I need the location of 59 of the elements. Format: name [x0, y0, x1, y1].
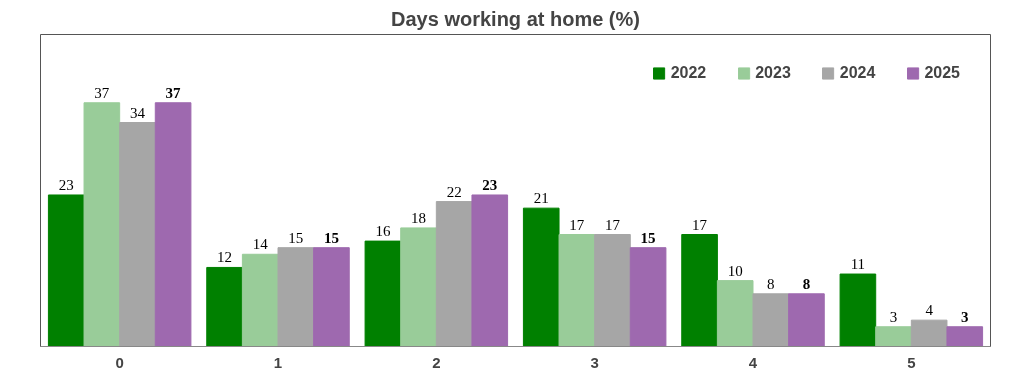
bar — [435, 201, 473, 347]
data-label: 3 — [889, 308, 898, 325]
data-label: 15 — [640, 229, 656, 246]
data-label: 17 — [692, 216, 708, 233]
data-label: 23 — [58, 176, 74, 193]
legend-label: 2023 — [755, 64, 791, 82]
data-label: 37 — [94, 84, 110, 101]
data-label: 8 — [802, 275, 811, 292]
chart-title: Days working at home (%) — [391, 7, 640, 30]
bar — [716, 280, 754, 347]
bar — [946, 326, 984, 347]
bar — [83, 102, 121, 347]
x-tick-label: 1 — [273, 353, 283, 371]
data-label: 10 — [727, 262, 743, 279]
bar — [364, 240, 402, 347]
data-label: 17 — [569, 216, 585, 233]
data-label: 15 — [288, 229, 304, 246]
data-label: 4 — [925, 302, 934, 319]
data-label: 12 — [217, 249, 233, 266]
bar — [788, 293, 825, 347]
data-label: 18 — [411, 209, 427, 226]
x-tick-label: 5 — [907, 353, 916, 371]
bar — [313, 247, 350, 347]
data-label: 22 — [446, 183, 462, 200]
data-label: 8 — [767, 275, 775, 292]
x-tick-label: 0 — [115, 353, 124, 371]
bar — [594, 234, 631, 347]
bar — [206, 266, 243, 347]
bar — [277, 247, 315, 347]
data-label: 21 — [533, 190, 549, 207]
bar — [241, 253, 279, 347]
data-label: 14 — [252, 236, 269, 253]
bar — [154, 102, 192, 347]
bar — [119, 122, 156, 347]
bar — [471, 194, 509, 347]
data-label: 17 — [604, 216, 621, 233]
bar — [875, 326, 912, 347]
legend-label: 2022 — [670, 64, 707, 82]
data-label: 37 — [165, 84, 182, 101]
data-label: 3 — [961, 308, 969, 325]
data-label: 15 — [323, 229, 339, 246]
bar — [47, 194, 85, 347]
data-label: 23 — [482, 176, 498, 193]
bar — [558, 234, 596, 347]
bar — [752, 293, 790, 347]
bar — [400, 227, 437, 347]
data-label: 11 — [850, 256, 866, 273]
data-label: 34 — [129, 104, 146, 121]
x-tick-label: 2 — [432, 353, 441, 371]
x-tick-label: 4 — [748, 353, 758, 371]
bar — [522, 207, 560, 347]
data-label: 16 — [375, 223, 391, 240]
bar — [839, 273, 877, 347]
bar — [910, 319, 948, 347]
x-tick-label: 3 — [590, 353, 599, 371]
legend-label: 2025 — [924, 64, 960, 82]
legend-label: 2024 — [839, 64, 876, 82]
bar — [681, 234, 718, 347]
bar — [629, 247, 667, 347]
